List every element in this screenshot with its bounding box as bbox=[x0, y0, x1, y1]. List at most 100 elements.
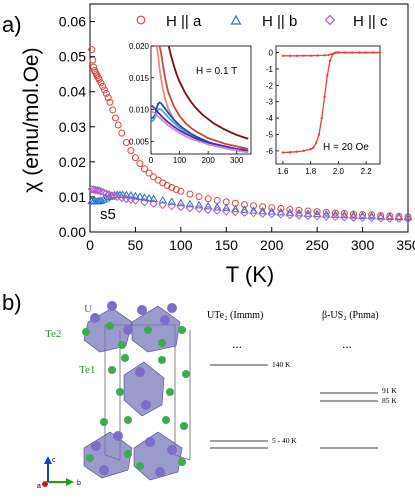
us2-label-91K: 91 K bbox=[382, 386, 397, 395]
data-point bbox=[121, 190, 131, 199]
data-point bbox=[294, 208, 304, 217]
main-y-tick-label: 0.03 bbox=[59, 119, 86, 135]
inset2-data-point bbox=[316, 54, 319, 57]
data-point bbox=[240, 201, 248, 209]
data-point bbox=[149, 199, 158, 208]
data-point bbox=[106, 98, 114, 106]
inset2-data-point bbox=[320, 116, 323, 120]
ute2-label-140K: 140 K bbox=[272, 360, 291, 369]
inset1-frame bbox=[150, 45, 252, 155]
data-point bbox=[131, 191, 140, 200]
ute2-ellipsis: ... bbox=[232, 337, 242, 351]
data-point bbox=[168, 183, 176, 191]
inset2-annotation: H = 20 Oe bbox=[323, 142, 369, 153]
data-point bbox=[203, 201, 213, 210]
data-point bbox=[95, 75, 103, 83]
inset2-data-point bbox=[323, 54, 326, 57]
ute2-label-5-40K: 5 - 40 K bbox=[272, 436, 297, 445]
data-point bbox=[331, 212, 340, 222]
main-x-axis-label: T (K) bbox=[226, 262, 274, 287]
inset1-y-tick-label: 0.005 bbox=[129, 137, 150, 146]
inset2-x-tick-label: 2.0 bbox=[333, 167, 345, 176]
main-y-axis-label: χ (emu/mol.Oe) bbox=[20, 47, 43, 192]
inset1-x-tick-label: 200 bbox=[201, 156, 215, 165]
data-point bbox=[117, 193, 127, 203]
data-point bbox=[322, 212, 331, 221]
data-point bbox=[358, 213, 367, 222]
data-point bbox=[231, 204, 240, 213]
atom-label-u: U bbox=[84, 303, 92, 315]
data-point bbox=[163, 181, 171, 189]
data-point bbox=[126, 191, 136, 199]
data-point bbox=[109, 106, 117, 114]
inset1-series-line bbox=[151, 104, 249, 152]
inset2-data-point bbox=[364, 51, 368, 54]
data-point bbox=[213, 196, 221, 204]
main-y-tick-label: 0.00 bbox=[59, 224, 86, 240]
legend-marker-b bbox=[230, 14, 242, 25]
data-point bbox=[331, 209, 339, 217]
inset2-data-point bbox=[351, 51, 354, 54]
data-point bbox=[140, 197, 149, 207]
legend-marker-a bbox=[136, 15, 146, 25]
legend-label-b: H || b bbox=[262, 13, 297, 30]
data-point bbox=[349, 211, 358, 219]
data-point bbox=[313, 208, 321, 216]
data-point bbox=[144, 193, 154, 202]
data-point bbox=[294, 211, 304, 220]
data-point bbox=[240, 208, 249, 217]
data-point bbox=[101, 86, 109, 94]
data-point bbox=[99, 188, 108, 197]
data-point bbox=[286, 206, 294, 214]
main-x-tick-label: 0 bbox=[86, 237, 94, 253]
data-point bbox=[240, 205, 249, 213]
inset2-data-point bbox=[288, 54, 292, 58]
inset1-series-line bbox=[151, 110, 249, 153]
inset1-annotation: H = 0.1 T bbox=[196, 66, 237, 77]
inset2-data-point bbox=[333, 52, 336, 55]
data-point bbox=[158, 200, 167, 210]
inset2-frame bbox=[275, 45, 381, 165]
data-point bbox=[259, 203, 267, 211]
data-point bbox=[394, 214, 404, 223]
data-point bbox=[267, 209, 276, 219]
inset1-y-tick-label: 0.010 bbox=[129, 106, 150, 115]
data-point bbox=[104, 190, 114, 199]
data-point bbox=[94, 186, 104, 195]
inset2-data-point bbox=[281, 151, 285, 154]
data-point bbox=[312, 212, 322, 221]
data-point bbox=[177, 187, 185, 195]
data-point bbox=[111, 114, 119, 122]
main-chart: 0.00 0.01 0.02 0.03 0.04 0.05 0.06 0 50 100 150 20… bbox=[20, 3, 415, 287]
inset1-y-tick-label: 0.015 bbox=[129, 74, 150, 83]
inset1-x-tick-label: 0 bbox=[149, 156, 154, 165]
inset2-y-tick-label: -5 bbox=[266, 131, 274, 140]
inset2-data-point bbox=[328, 59, 332, 62]
data-point bbox=[107, 191, 117, 200]
series-h-parallel-b bbox=[87, 190, 413, 221]
data-point bbox=[285, 210, 295, 220]
data-point bbox=[258, 206, 267, 215]
main-y-tick-label: 0.04 bbox=[59, 84, 86, 100]
inset2-data-point bbox=[281, 54, 285, 58]
main-plot-frame bbox=[89, 3, 409, 233]
atom-label-te1: Te1 bbox=[79, 364, 95, 376]
inset2-series-layer bbox=[281, 51, 382, 154]
inset2-data-point bbox=[326, 74, 329, 77]
data-point bbox=[304, 207, 312, 215]
main-series-layer bbox=[87, 46, 413, 224]
data-point bbox=[222, 207, 231, 216]
inset2-data-point bbox=[295, 150, 298, 153]
data-point bbox=[158, 195, 168, 204]
data-point bbox=[367, 213, 376, 223]
data-point bbox=[135, 192, 145, 200]
inset2-data-point bbox=[330, 52, 333, 56]
us2-label-85K: 85 K bbox=[382, 396, 397, 405]
data-point bbox=[340, 209, 348, 217]
data-point bbox=[176, 198, 186, 207]
data-point bbox=[145, 169, 153, 177]
u-atoms bbox=[90, 301, 177, 477]
panel-label-a: a) bbox=[2, 12, 22, 37]
data-point bbox=[127, 147, 135, 155]
main-annotation-s5: s5 bbox=[100, 206, 116, 223]
